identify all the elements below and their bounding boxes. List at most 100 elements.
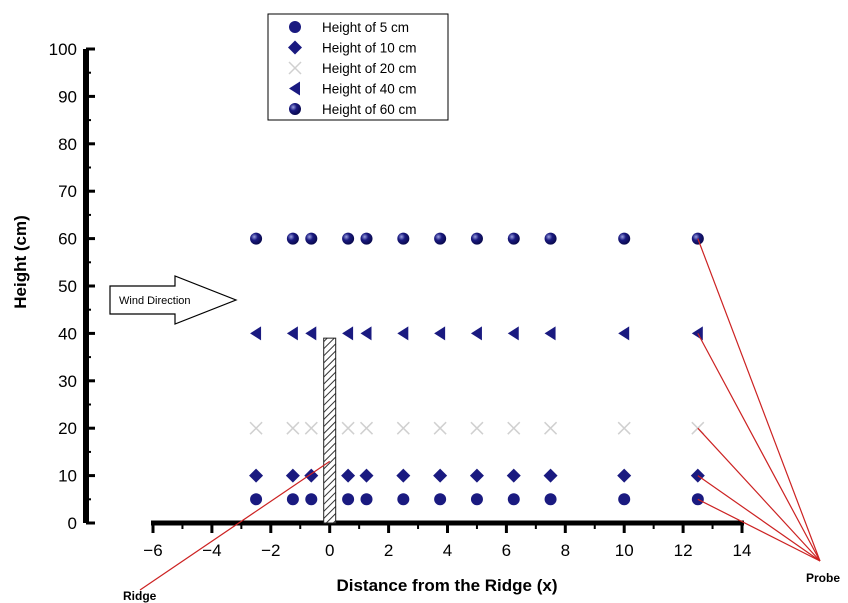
x-tick-label: 10 [615,541,634,560]
data-point [543,468,558,483]
x-tick-label: 12 [674,541,693,560]
data-point [286,326,298,341]
data-point [250,326,262,341]
data-point [618,493,631,506]
data-point [341,468,356,483]
data-point [286,493,299,506]
data-point [360,493,373,506]
y-tick-label: 90 [58,87,77,106]
data-point [359,421,374,435]
probe-pointer-line [697,475,821,562]
y-tick-label: 100 [49,40,77,59]
wind-direction-label: Wind Direction [119,295,191,307]
data-point [434,232,447,245]
ridge-bar-layer [323,337,337,524]
data-point [360,326,372,341]
data-point [304,421,318,435]
x-tick-label: −2 [261,541,280,560]
y-tick-label: 50 [58,277,77,296]
data-point [342,232,355,245]
data-point [285,468,300,483]
data-point [286,421,300,435]
probe-pointer-line [697,498,821,562]
data-points [249,232,705,506]
legend-marker [289,103,301,115]
data-point [617,421,631,435]
ridge-bar [323,337,337,524]
x-tick-label: 6 [502,541,511,560]
y-tick-label: 30 [58,372,77,391]
data-point [470,326,482,341]
series-4 [250,232,704,245]
legend: Height of 5 cm Height of 10 cm Height of 2… [267,13,449,121]
data-point [397,493,410,506]
data-point [250,493,263,506]
y-tick-label: 0 [68,514,77,533]
y-tick-label: 10 [58,467,77,486]
series-2 [249,421,705,435]
series-3 [250,326,703,341]
data-point [506,468,521,483]
legend-entry-label: Height of 60 cm [322,102,417,117]
series-0 [250,493,704,506]
data-point [360,232,373,245]
data-point [397,232,410,245]
data-point [507,326,519,341]
data-point [433,421,447,435]
axes: 0 10 20 30 40 50 60 70 80 90 100 −6 −4 −2 0 2 4 6 8 10 12 14 [49,40,752,560]
legend-entry-label: Height of 5 cm [322,20,409,35]
x-tick-label: 0 [325,541,334,560]
data-point [507,232,520,245]
data-point [342,493,355,506]
data-point [618,232,631,245]
probe-pointer-line [697,333,821,562]
y-tick-label: 40 [58,324,77,343]
data-point [342,326,354,341]
data-point [433,468,448,483]
data-point [396,421,410,435]
data-point [544,421,558,435]
y-tick-label: 20 [58,419,77,438]
legend-entry-label: Height of 20 cm [322,61,417,76]
ridge-pointer-line [139,460,331,591]
data-point [691,326,703,341]
probe-label: Probe [806,571,840,585]
data-point [544,232,557,245]
data-point [250,232,263,245]
data-point [507,493,520,506]
y-tick-label: 60 [58,230,77,249]
legend-marker [288,61,302,75]
probe-pointer-line [697,427,821,562]
x-tick-label: 2 [384,541,393,560]
data-point [249,468,264,483]
data-point [434,326,446,341]
y-tick-label: 70 [58,182,77,201]
pointer-lines [139,238,821,591]
probe-pointer-line [697,238,821,562]
data-point [434,493,447,506]
data-point [470,421,484,435]
data-point [341,421,355,435]
legend-entry-label: Height of 10 cm [322,41,417,56]
data-point [286,232,299,245]
x-tick-label: 4 [443,541,452,560]
wind-direction-arrow: Wind Direction [109,275,238,325]
x-tick-label: 14 [733,541,752,560]
y-tick-label: 80 [58,135,77,154]
data-point [470,232,483,245]
x-axis-title: Distance from the Ridge (x) [336,576,557,595]
data-point [617,468,632,483]
data-point [544,326,556,341]
data-point [359,468,374,483]
legend-marker [288,40,302,55]
data-point [544,493,557,506]
y-axis-title: Height (cm) [11,215,30,309]
data-point [397,326,409,341]
data-point [305,493,318,506]
x-tick-label: −6 [143,541,162,560]
data-point [470,493,483,506]
x-tick-label: −4 [202,541,221,560]
data-point [507,421,521,435]
data-point [249,421,263,435]
